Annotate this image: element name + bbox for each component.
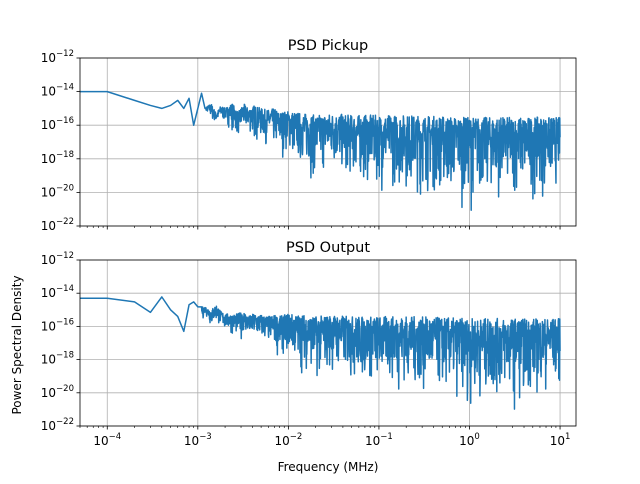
y-tick-base: 10: [41, 319, 56, 333]
y-tick-label: 10−20: [41, 183, 74, 199]
x-tick-exponent: −1: [380, 432, 393, 442]
x-tick-exponent: −4: [109, 432, 122, 442]
y-tick-base: 10: [41, 219, 56, 233]
y-tick-base: 10: [41, 353, 56, 367]
panel-title: PSD Pickup: [288, 38, 369, 54]
y-tick-label: 10−12: [41, 251, 74, 267]
axes-frame: [79, 259, 577, 427]
y-tick-exponent: −14: [56, 284, 74, 294]
x-tick-exponent: 0: [474, 432, 479, 442]
y-tick-base: 10: [41, 386, 56, 400]
y-tick-exponent: −20: [56, 183, 74, 193]
y-tick-base: 10: [41, 253, 56, 267]
y-tick-base: 10: [41, 152, 56, 166]
x-tick-exponent: −3: [199, 432, 212, 442]
y-tick-base: 10: [41, 85, 56, 99]
panel-2: 10 −4 10 −3 10 −2 10 −1 10 0 10 1 10−22 10−20 10−18 10−…: [41, 240, 577, 448]
y-tick-label: 10−18: [41, 150, 74, 166]
figure-ylabel: Power Spectral Density: [10, 275, 24, 414]
y-tick-base: 10: [41, 118, 56, 132]
y-tick-exponent: −18: [56, 150, 74, 160]
y-tick-base: 10: [41, 51, 56, 65]
y-tick-exponent: −16: [56, 116, 74, 126]
panel-title: PSD Output: [286, 240, 370, 256]
y-tick-exponent: −20: [56, 384, 74, 394]
x-tick-exponent: −2: [290, 432, 303, 442]
y-tick-exponent: −12: [56, 49, 74, 59]
figure-xlabel: Frequency (MHz): [278, 460, 379, 474]
y-tick-label: 10−12: [41, 49, 74, 65]
y-tick-label: 10−14: [41, 83, 74, 99]
axes-frame: [79, 57, 577, 227]
psd-series-line: [80, 90, 561, 211]
y-tick-exponent: −14: [56, 83, 74, 93]
y-tick-exponent: −12: [56, 251, 74, 261]
y-tick-base: 10: [41, 185, 56, 199]
y-tick-base: 10: [41, 286, 56, 300]
y-tick-label: 10−18: [41, 351, 74, 367]
y-tick-label: 10−22: [41, 217, 74, 233]
y-tick-exponent: −22: [56, 217, 74, 227]
y-tick-exponent: −16: [56, 317, 74, 327]
y-tick-label: 10−16: [41, 317, 74, 333]
x-tick-exponent: 1: [565, 432, 570, 442]
y-tick-base: 10: [41, 419, 56, 433]
y-tick-label: 10−20: [41, 384, 74, 400]
y-tick-label: 10−16: [41, 116, 74, 132]
y-tick-label: 10−22: [41, 417, 74, 433]
y-tick-label: 10−14: [41, 284, 74, 300]
psd-series-line: [80, 296, 561, 410]
y-tick-exponent: −18: [56, 351, 74, 361]
y-tick-exponent: −22: [56, 417, 74, 427]
